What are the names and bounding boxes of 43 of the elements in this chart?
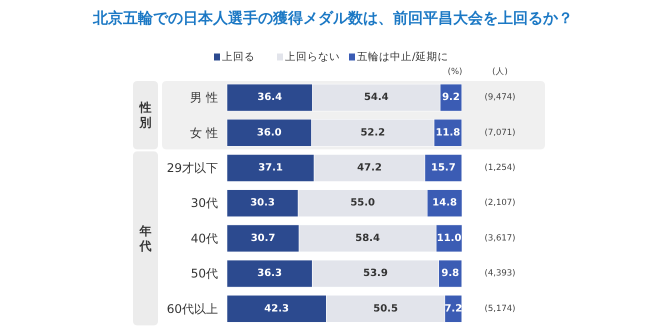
legend-label: 五輪は中止/延期に bbox=[357, 50, 449, 63]
y-tick-label: 60代以上 bbox=[166, 302, 218, 316]
text: (5,174) bbox=[484, 304, 516, 314]
text: 年代 bbox=[138, 224, 152, 253]
y-tick-label: 40代 bbox=[190, 231, 218, 246]
text: 性別 bbox=[138, 100, 152, 130]
data-label: 30.7 bbox=[250, 232, 276, 244]
data-label: 36.4 bbox=[257, 92, 282, 104]
data-label: 53.9 bbox=[363, 268, 388, 280]
data-label: 47.2 bbox=[357, 162, 382, 174]
data-label: 15.7 bbox=[430, 162, 456, 174]
data-label: 42.3 bbox=[264, 303, 290, 314]
text: (7,071) bbox=[484, 128, 516, 138]
y-tick-label: 29才以下 bbox=[166, 161, 218, 175]
y-tick-label: 男 性 bbox=[190, 90, 218, 105]
text: (9,474) bbox=[484, 92, 516, 103]
data-label: 9.8 bbox=[441, 268, 460, 280]
data-label: 30.3 bbox=[250, 198, 275, 209]
data-label: 11.0 bbox=[436, 232, 462, 244]
data-label: 11.8 bbox=[436, 127, 460, 138]
text: (1,254) bbox=[484, 163, 516, 173]
text: (4,393) bbox=[484, 268, 516, 279]
text: (人) bbox=[492, 66, 508, 77]
legend-label: 上回る bbox=[222, 50, 255, 63]
text: (2,107) bbox=[484, 198, 516, 208]
data-label: 54.4 bbox=[364, 92, 389, 104]
text: (%) bbox=[448, 67, 462, 77]
data-label: 36.0 bbox=[256, 127, 282, 138]
y-tick-label: 50代 bbox=[190, 266, 218, 281]
data-label: 50.5 bbox=[373, 303, 398, 314]
y-tick-label: 30代 bbox=[190, 196, 218, 210]
data-label: 7.2 bbox=[444, 303, 462, 314]
data-label: 9.2 bbox=[442, 92, 460, 104]
data-label: 37.1 bbox=[258, 162, 283, 174]
y-tick-label: 女 性 bbox=[190, 126, 218, 140]
chart-title: 北京五輪での日本人選手の獲得メダル数は、前回平昌大会を上回るか？ bbox=[92, 9, 573, 27]
data-label: 14.8 bbox=[432, 198, 457, 209]
text: 上回らない bbox=[285, 51, 340, 63]
text: (3,617) bbox=[484, 233, 516, 244]
data-label: 52.2 bbox=[360, 127, 386, 138]
data-label: 55.0 bbox=[350, 198, 376, 209]
data-label: 58.4 bbox=[355, 232, 380, 244]
data-label: 36.3 bbox=[257, 268, 282, 280]
